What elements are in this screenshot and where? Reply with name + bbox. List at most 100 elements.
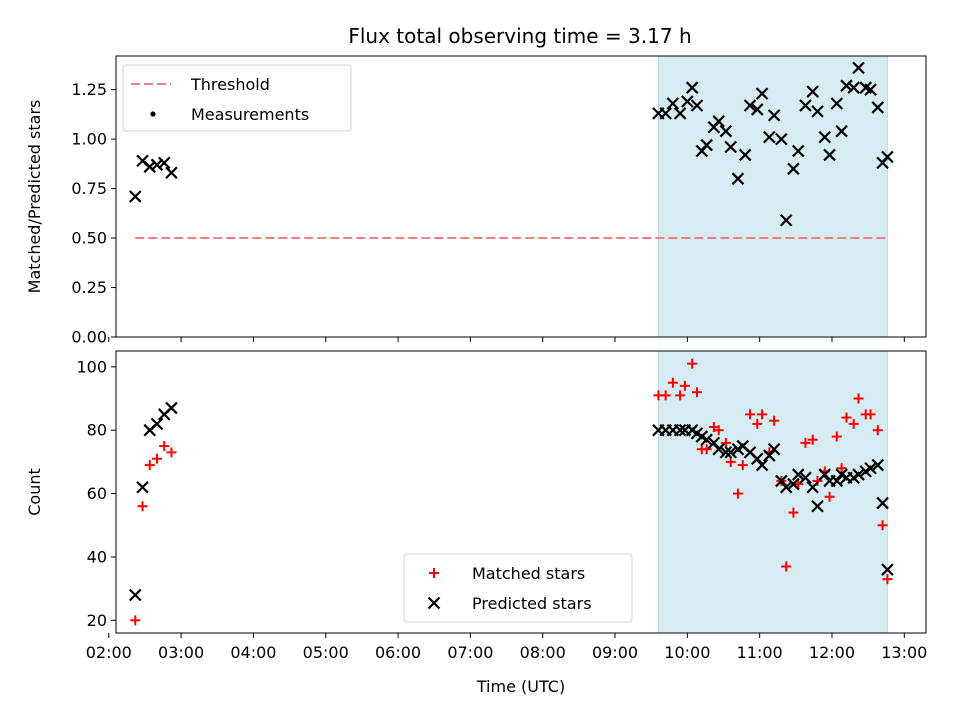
data-point-predicted (864, 461, 877, 475)
data-point-matched (713, 425, 724, 436)
data-point-matched (679, 380, 690, 391)
axes-frame (115, 350, 927, 634)
data-point-predicted (811, 105, 824, 118)
data-point-matched (853, 393, 864, 404)
y-tick-label: 80 (87, 421, 107, 440)
data-point-predicted (881, 150, 894, 164)
data-point-predicted (143, 160, 157, 174)
data-point-predicted (835, 124, 848, 138)
data-point-matched (824, 491, 835, 502)
data-point-predicted (811, 499, 824, 513)
data-point-predicted (755, 458, 769, 472)
legend-label: Predicted stars (472, 594, 592, 613)
legend-swatch-measurements (150, 111, 156, 117)
data-point-predicted (791, 144, 805, 158)
y-tick-label: 1.00 (71, 130, 107, 149)
data-point-predicted (881, 563, 894, 576)
y-axis-label: Matched/Predicted stars (25, 100, 44, 294)
data-point-matched (807, 434, 818, 445)
x-tick-label: 07:00 (447, 643, 493, 662)
data-point-matched (769, 415, 780, 426)
legend-swatch-matched (429, 568, 439, 578)
data-point-predicted (659, 107, 672, 120)
data-point-matched (667, 377, 678, 388)
data-point-predicted (165, 166, 178, 180)
data-point-predicted (136, 480, 149, 494)
data-point-predicted (864, 83, 877, 96)
series-matched-stars (130, 358, 893, 626)
x-tick-label: 06:00 (375, 643, 421, 662)
data-point-matched (732, 488, 743, 499)
data-point-predicted (719, 446, 733, 459)
data-point-matched (144, 460, 155, 471)
data-point-predicted (787, 477, 800, 491)
x-tick-label: 03:00 (158, 643, 204, 662)
data-point-predicted (767, 109, 781, 122)
x-tick-label: 05:00 (303, 643, 349, 662)
data-point-predicted (712, 442, 725, 456)
data-point-predicted (840, 79, 853, 92)
data-point-matched (848, 418, 859, 429)
data-point-matched (757, 409, 768, 420)
series-measurements (129, 61, 894, 227)
data-point-predicted (724, 140, 738, 154)
data-point-predicted (876, 496, 889, 510)
data-point-predicted (823, 148, 836, 162)
y-axis-label: Count (25, 468, 44, 516)
data-point-matched (691, 387, 702, 398)
legend-label: Measurements (191, 105, 309, 124)
y-tick-label: 0.00 (71, 328, 107, 347)
x-tick-label: 12:00 (809, 643, 855, 662)
data-point-predicted (738, 148, 752, 162)
x-tick-label: 04:00 (230, 643, 276, 662)
data-point-predicted (700, 138, 713, 152)
data-point-matched (812, 475, 823, 486)
data-point-predicted (719, 124, 733, 138)
data-point-matched (687, 358, 698, 369)
data-point-matched (745, 409, 756, 420)
data-point-matched (788, 507, 799, 518)
x-tick-label: 11:00 (737, 643, 783, 662)
y-tick-label: 20 (87, 611, 107, 630)
data-point-predicted (871, 101, 885, 114)
data-point-predicted (750, 103, 764, 116)
data-point-predicted (700, 433, 713, 446)
data-point-matched (831, 431, 842, 442)
legend-label: Matched stars (472, 564, 585, 583)
data-point-predicted (755, 87, 769, 100)
series-predicted-stars (129, 401, 894, 602)
ratio-panel: 0.00 0.25 0.50 0.75 1.00 1.25 Matched/Predicte… (25, 55, 927, 347)
data-point-predicted (666, 97, 680, 110)
x-tick-label: 08:00 (520, 643, 566, 662)
data-point-predicted (165, 401, 178, 415)
x-tick-label: 02:00 (86, 643, 132, 662)
x-tick-label: 13:00 (881, 643, 927, 662)
data-point-matched (841, 412, 852, 423)
count-panel: 20 40 60 80 100 02:00 03:00 04:00 05:00 06:00 07:0… (25, 350, 927, 696)
data-point-predicted (799, 99, 812, 112)
y-tick-label: 0.75 (71, 179, 107, 198)
data-point-predicted (852, 61, 865, 75)
data-point-matched (159, 441, 170, 452)
legend-swatch-predicted (427, 596, 441, 610)
data-point-predicted (712, 115, 725, 128)
data-point-matched (137, 501, 148, 512)
data-point-matched (130, 615, 141, 626)
legend: Threshold Measurements (122, 64, 352, 132)
y-tick-label: 0.25 (71, 278, 107, 297)
data-point-predicted (673, 423, 687, 437)
data-point-predicted (763, 130, 776, 144)
data-point-predicted (157, 156, 171, 170)
data-point-matched (882, 574, 893, 585)
data-point-predicted (731, 172, 745, 185)
legend-box (403, 553, 633, 623)
data-point-predicted (806, 480, 819, 494)
data-point-matched (660, 390, 671, 401)
x-tick-label: 10:00 (664, 643, 710, 662)
data-point-matched (781, 561, 792, 572)
data-point-matched (701, 444, 712, 455)
data-point-predicted (129, 190, 142, 203)
legend-box (122, 64, 352, 132)
data-point-predicted (150, 417, 164, 431)
